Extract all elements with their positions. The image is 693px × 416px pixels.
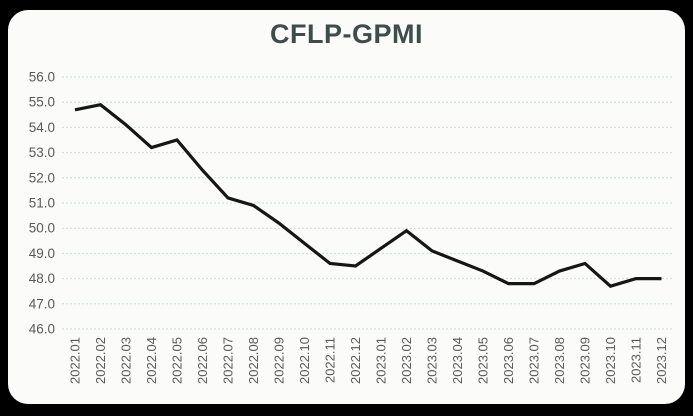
x-tick-label: 2023.11 xyxy=(629,337,644,383)
x-tick-label: 2022.04 xyxy=(144,337,159,384)
x-tick-label: 2022.06 xyxy=(195,337,210,384)
x-tick-label: 2023.10 xyxy=(603,337,618,384)
x-tick-label: 2023.12 xyxy=(654,337,669,384)
x-tick-label: 2023.07 xyxy=(527,337,542,384)
line-chart-plot-area: 56.0 55.0 54.0 53.0 52.0 51.0 50.0 49.0 48.0 47.0… xyxy=(29,70,672,384)
y-tick-label: 55.0 xyxy=(29,95,55,110)
x-tick-label: 2023.04 xyxy=(450,337,465,384)
x-tick-label: 2023.02 xyxy=(399,337,414,384)
y-tick-label: 49.0 xyxy=(29,246,55,261)
x-tick-label: 2022.09 xyxy=(272,337,287,384)
y-tick-label: 56.0 xyxy=(29,70,55,85)
y-tick-label: 47.0 xyxy=(29,296,55,311)
x-tick-label: 2022.11 xyxy=(323,337,338,383)
x-tick-label: 2023.03 xyxy=(425,337,440,384)
y-tick-label: 51.0 xyxy=(29,196,55,211)
x-tick-label: 2022.02 xyxy=(93,337,108,384)
series-line xyxy=(74,103,662,288)
x-tick-label: 2022.03 xyxy=(119,337,134,384)
x-tick-label: 2023.09 xyxy=(578,337,593,384)
x-tick-label: 2022.12 xyxy=(348,337,363,384)
x-tick-label: 2023.05 xyxy=(476,337,491,384)
chart-card: CFLP-GPMI 56.0 55.0 54.0 53.0 52.0 51.0 50.0 49… xyxy=(8,10,685,404)
x-tick-label: 2022.08 xyxy=(246,337,261,384)
y-tick-label: 48.0 xyxy=(29,271,55,286)
x-tick-label: 2023.01 xyxy=(374,337,389,384)
y-tick-label: 52.0 xyxy=(29,170,55,185)
y-tick-label: 50.0 xyxy=(29,221,55,236)
x-tick-label: 2023.06 xyxy=(501,337,516,384)
y-tick-label: 46.0 xyxy=(29,322,55,337)
x-tick-label: 2022.01 xyxy=(68,337,83,384)
x-tick-label: 2022.07 xyxy=(221,337,236,384)
x-tick-label: 2023.08 xyxy=(552,337,567,384)
y-tick-label: 54.0 xyxy=(29,120,55,135)
y-tick-label: 53.0 xyxy=(29,145,55,160)
chart-title: CFLP-GPMI xyxy=(270,19,423,49)
x-tick-label: 2022.05 xyxy=(170,337,185,384)
x-tick-label: 2022.10 xyxy=(297,337,312,384)
